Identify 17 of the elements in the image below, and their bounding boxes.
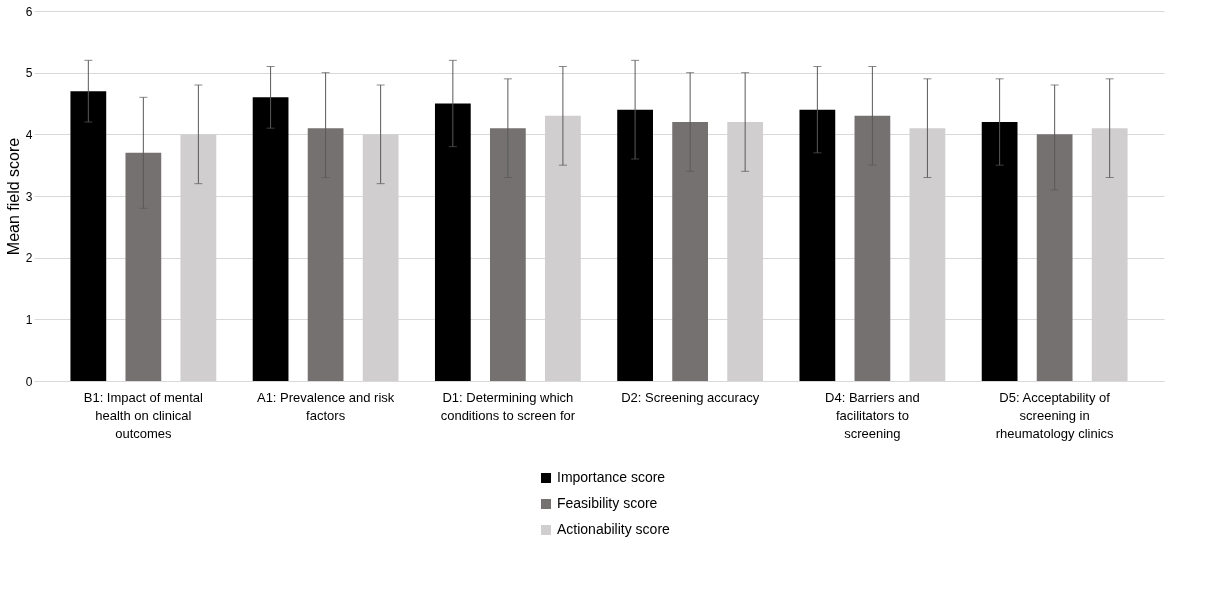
legend-label: Actionability score — [557, 521, 671, 537]
x-tick-label: A1: Prevalence and risk factors — [256, 389, 395, 423]
legend-label: Feasibility score — [557, 495, 658, 511]
x-tick-label: D2: Screening accuracy — [621, 389, 760, 405]
y-tick-label: 5 — [25, 66, 33, 81]
x-tick-label: D5: Acceptability of screening in rheumatology clinics — [995, 389, 1115, 441]
legend-label: Importance score — [557, 469, 666, 485]
x-tick-label: D1: Determining which conditions to screen for — [440, 389, 576, 423]
y-tick-label: 4 — [25, 127, 33, 142]
x-tick-label: D4: Barriers and facilitators to screening — [825, 389, 920, 441]
y-tick-label: 3 — [25, 189, 33, 204]
y-tick-label: 2 — [25, 251, 33, 266]
y-tick-label: 1 — [25, 312, 33, 327]
y-tick-label: 0 — [25, 374, 33, 389]
y-axis-title: Mean field score — [4, 137, 22, 256]
x-tick-label: B1: Impact of mental health on clinical outcomes — [83, 389, 204, 441]
y-tick-label: 6 — [25, 4, 33, 19]
